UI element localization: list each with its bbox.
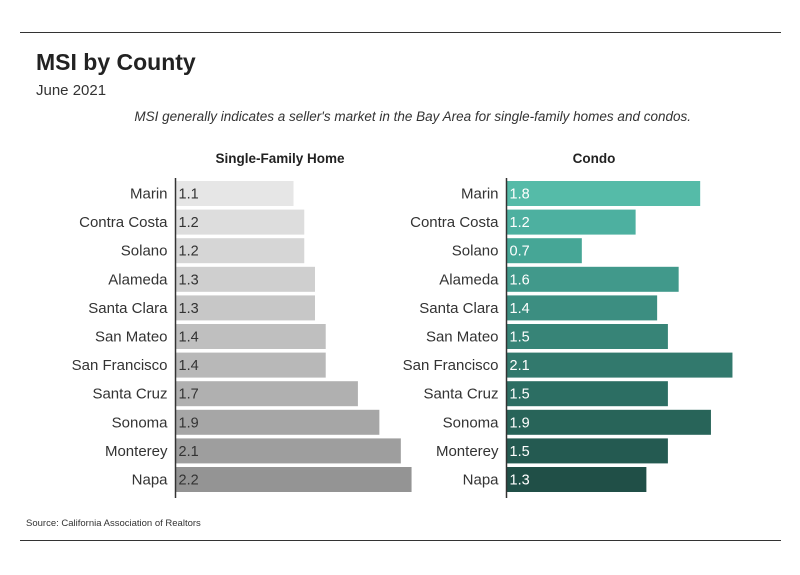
- condo-data-label: 1.6: [510, 272, 530, 288]
- sfh-category-label: Sonoma: [112, 414, 169, 431]
- top-rule: [20, 32, 781, 33]
- condo-bar: [506, 438, 668, 464]
- condo-category-label: Santa Clara: [419, 300, 499, 317]
- chart-subtitle: June 2021: [36, 82, 107, 99]
- condo-category-label: Solano: [452, 243, 499, 260]
- sfh-data-label: 1.9: [179, 415, 199, 431]
- condo-bar: [506, 295, 658, 321]
- condo-bar: [506, 467, 647, 492]
- sfh-data-label: 1.3: [179, 301, 199, 317]
- condo-data-label: 1.3: [510, 473, 530, 489]
- condo-bar: [506, 324, 668, 349]
- sfh-bar: [175, 238, 305, 264]
- sfh-category-label: Solano: [121, 243, 168, 260]
- sfh-data-label: 1.4: [179, 358, 199, 374]
- sfh-data-label: 1.4: [179, 330, 199, 346]
- sfh-bar: [175, 209, 305, 235]
- condo-category-label: Sonoma: [443, 414, 500, 431]
- sfh-data-label: 2.2: [179, 473, 199, 489]
- condo-data-label: 2.1: [510, 358, 530, 374]
- sfh-data-label: 1.2: [179, 215, 199, 231]
- condo-data-label: 1.9: [510, 415, 530, 431]
- condo-bar: [506, 209, 636, 235]
- sfh-panel-title: Single-Family Home: [215, 151, 345, 166]
- condo-category-label: Marin: [461, 186, 499, 203]
- condo-category-label: Contra Costa: [410, 214, 499, 231]
- condo-data-label: 1.5: [510, 330, 530, 346]
- sfh-bar: [175, 295, 315, 321]
- condo-data-label: 1.2: [510, 215, 530, 231]
- condo-panel-title: Condo: [573, 151, 616, 166]
- condo-bar: [506, 238, 582, 264]
- condo-category-label: Alameda: [439, 271, 499, 288]
- source-note: Source: California Association of Realto…: [26, 518, 201, 529]
- sfh-category-label: Napa: [132, 472, 169, 489]
- condo-bar: [506, 409, 711, 435]
- condo-data-label: 1.5: [510, 444, 530, 460]
- sfh-data-label: 2.1: [179, 444, 199, 460]
- sfh-bar: [175, 181, 294, 206]
- sfh-bar: [175, 409, 380, 435]
- condo-data-label: 1.4: [510, 301, 530, 317]
- condo-category-label: San Mateo: [426, 329, 499, 346]
- sfh-bar: [175, 438, 401, 464]
- bottom-rule: [20, 540, 781, 541]
- sfh-category-label: Santa Clara: [88, 300, 168, 317]
- sfh-category-label: Marin: [130, 186, 168, 203]
- sfh-data-label: 1.7: [179, 387, 199, 403]
- sfh-category-label: Monterey: [105, 443, 168, 460]
- sfh-category-label: San Francisco: [72, 357, 168, 374]
- sfh-bar: [175, 381, 358, 407]
- condo-data-label: 0.7: [510, 244, 530, 260]
- sfh-data-label: 1.1: [179, 187, 199, 203]
- sfh-data-label: 1.3: [179, 272, 199, 288]
- condo-data-label: 1.8: [510, 187, 530, 203]
- sfh-category-label: Santa Cruz: [92, 386, 167, 403]
- condo-category-label: Napa: [463, 472, 500, 489]
- condo-data-label: 1.5: [510, 387, 530, 403]
- condo-category-label: Santa Cruz: [423, 386, 498, 403]
- sfh-bar: [175, 467, 412, 492]
- condo-bar: [506, 266, 679, 292]
- chart-title: MSI by County: [36, 49, 196, 75]
- sfh-category-label: Contra Costa: [79, 214, 168, 231]
- condo-category-label: Monterey: [436, 443, 499, 460]
- sfh-bar: [175, 324, 326, 349]
- sfh-bar: [175, 352, 326, 378]
- condo-bar: [506, 381, 668, 407]
- condo-category-label: San Francisco: [403, 357, 499, 374]
- condo-bar: [506, 352, 733, 378]
- sfh-data-label: 1.2: [179, 244, 199, 260]
- sfh-bar: [175, 266, 315, 292]
- sfh-category-label: San Mateo: [95, 329, 168, 346]
- sfh-category-label: Alameda: [108, 271, 168, 288]
- chart-note: MSI generally indicates a seller's marke…: [134, 109, 691, 124]
- condo-bar: [506, 181, 701, 206]
